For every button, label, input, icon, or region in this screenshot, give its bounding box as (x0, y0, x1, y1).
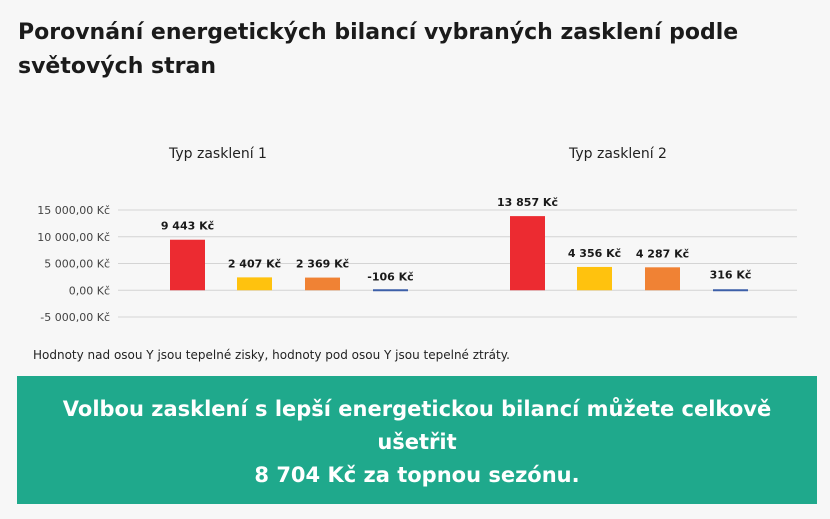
data-label: 316 Kč (710, 269, 752, 282)
data-label: -106 Kč (367, 270, 413, 283)
banner-line-1: Volbou zasklení s lepší energetickou bil… (62, 397, 772, 421)
y-tick-label: 15 000,00 Kč (37, 204, 110, 217)
banner-line-2: ušetřit (377, 430, 457, 454)
data-label: 9 443 Kč (161, 220, 214, 233)
bar (645, 267, 680, 291)
data-label: 4 287 Kč (636, 247, 689, 260)
bar (510, 216, 545, 291)
bar (577, 266, 612, 291)
bar (170, 239, 205, 291)
data-label: 2 369 Kč (296, 258, 349, 271)
energy-balance-chart: 15 000,00 Kč 10 000,00 Kč 5 000,00 Kč 0,00 … (37, 146, 797, 324)
chart-title: Typ zasklení 1 (168, 146, 267, 162)
y-tick-label: -5 000,00 Kč (40, 311, 110, 324)
y-tick-label: 5 000,00 Kč (44, 258, 110, 271)
bar (713, 289, 748, 292)
page-title: Porovnání energetických bilancí vybranýc… (18, 20, 739, 79)
data-label: 13 857 Kč (497, 196, 558, 209)
bar (305, 277, 340, 291)
bar (237, 277, 272, 291)
chart-title: Typ zasklení 2 (568, 146, 667, 162)
data-label: 4 356 Kč (568, 247, 621, 260)
data-label: 2 407 Kč (228, 257, 281, 270)
chart-note: Hodnoty nad osou Y jsou tepelné zisky, h… (33, 348, 510, 362)
y-tick-label: 0,00 Kč (69, 284, 110, 297)
y-tick-label: 10 000,00 Kč (37, 231, 110, 244)
banner-line-3: 8 704 Kč za topnou sezónu. (254, 463, 580, 487)
savings-banner: Volbou zasklení s lepší energetickou bil… (17, 376, 817, 504)
bar (373, 289, 408, 292)
